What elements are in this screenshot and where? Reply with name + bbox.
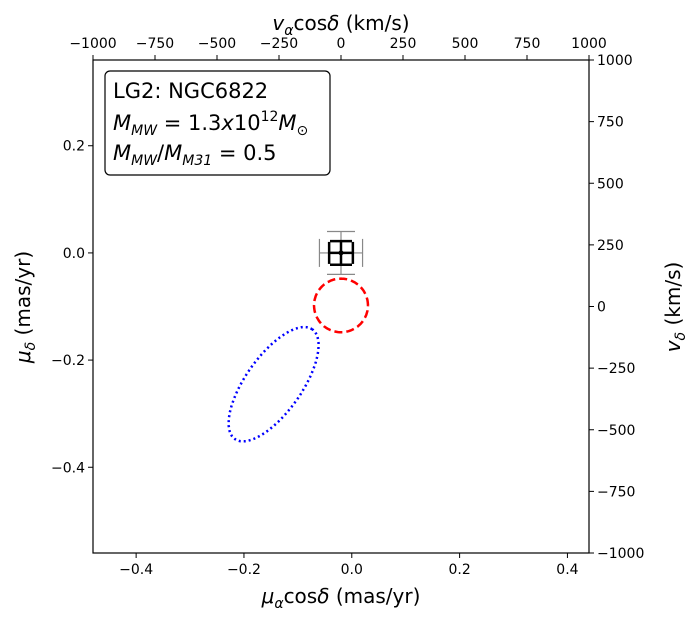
x2-tick-label: −1000 <box>69 36 116 52</box>
x-tick-label: 0.2 <box>448 562 470 578</box>
y2-tick-label: −250 <box>597 361 635 377</box>
x2-tick-label: 1000 <box>571 36 607 52</box>
x2-tick-label: −250 <box>260 36 298 52</box>
y2-tick-label: −1000 <box>597 546 644 562</box>
x2-tick-label: 500 <box>452 36 479 52</box>
y2-tick-label: −750 <box>597 484 635 500</box>
observed-point <box>338 250 344 256</box>
dotted-contour <box>227 325 320 443</box>
y-tick-label: −0.4 <box>51 460 85 476</box>
y2-tick-label: 1000 <box>597 53 633 69</box>
x2-tick-label: −750 <box>136 36 174 52</box>
y-axis-title: μδ (mas/yr) <box>11 251 39 364</box>
x-axis-title: μαcosδ (mas/yr) <box>261 584 421 612</box>
annotation-line-3: MMW/MM31 = 0.5 <box>113 141 277 169</box>
x-tick-label: 0.0 <box>341 562 363 578</box>
y2-axis-title: vδ (km/s) <box>661 262 689 353</box>
x2-tick-label: 250 <box>390 36 417 52</box>
tick-layer: −0.4 −0.2 0.0 0.2 0.4 −0.4 −0.2 0.0 0.2 −1000 −750… <box>51 36 644 578</box>
y2-tick-label: 500 <box>597 176 624 192</box>
annotation-frame <box>104 70 331 176</box>
x2-tick-label: 750 <box>514 36 541 52</box>
x2-tick-label: −500 <box>198 36 236 52</box>
annotation-line-1: LG2: NGC6822 <box>113 79 268 103</box>
annotation-line-2: MMW = 1.3x1012M⊙ <box>113 109 308 139</box>
x2-tick-label: 0 <box>337 36 346 52</box>
y2-tick-label: −500 <box>597 423 635 439</box>
x-tick-label: −0.4 <box>119 562 153 578</box>
y-tick-label: −0.2 <box>51 353 85 369</box>
y2-tick-label: 250 <box>597 238 624 254</box>
dashed-contour <box>312 277 370 334</box>
annotation-box: LG2: NGC6822 MMW = 1.3x1012M⊙ MMW/MM31 =… <box>104 70 331 176</box>
plot-frame <box>92 59 590 554</box>
x-tick-label: −0.2 <box>227 562 261 578</box>
data-layer <box>227 230 370 443</box>
y-tick-label: 0.2 <box>63 139 85 155</box>
y2-tick-label: 0 <box>597 300 606 316</box>
x-tick-label: 0.4 <box>556 562 578 578</box>
y2-tick-label: 750 <box>597 115 624 131</box>
x2-axis-title: vαcosδ (km/s) <box>272 11 409 39</box>
y-tick-label: 0.0 <box>63 246 85 262</box>
